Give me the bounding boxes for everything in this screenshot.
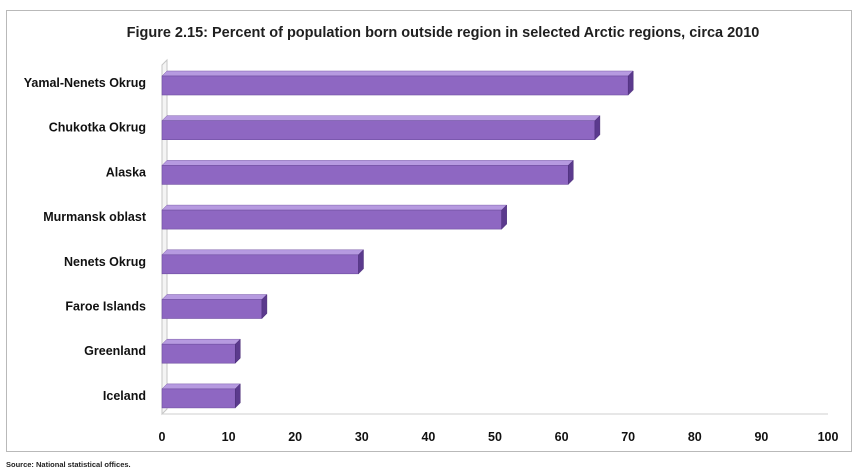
- bar-alaska: [161, 159, 574, 186]
- bar-side-face: [261, 293, 268, 320]
- bar-murmansk-oblast: [161, 204, 508, 230]
- chart-title: Figure 2.15: Percent of population born …: [127, 25, 760, 41]
- bar-front-face: [161, 209, 502, 230]
- bar-side-face: [568, 159, 574, 186]
- bar-side-face: [627, 70, 634, 96]
- source-note: Source: National statistical offices.: [6, 460, 131, 469]
- x-tick-label: 50: [488, 430, 502, 444]
- bar-chukotka-okrug: [161, 115, 601, 141]
- bar-iceland: [161, 383, 241, 409]
- category-label: Alaska: [106, 165, 147, 179]
- x-tick-label: 90: [754, 430, 768, 444]
- bar-top-face: [161, 204, 508, 211]
- bar-side-face: [594, 115, 601, 141]
- bar-front-face: [161, 75, 629, 96]
- bar-front-face: [161, 120, 596, 140]
- bar-front-face: [161, 254, 359, 275]
- x-tick-label: 20: [288, 430, 302, 444]
- x-tick-label: 60: [555, 430, 569, 444]
- bar-side-face: [235, 383, 241, 409]
- bar-side-face: [358, 249, 364, 275]
- bar-side-face: [235, 338, 241, 364]
- x-axis: 0 10 20 30 40 50 60 70 80 90 100: [159, 430, 839, 444]
- bar-front-face: [161, 299, 263, 319]
- category-labels: Yamal-Nenets Okrug Chukotka Okrug Alaska Mu…: [24, 76, 147, 403]
- category-label: Chukotka Okrug: [49, 121, 146, 135]
- bar-yamal-nenets-okrug: [161, 70, 634, 96]
- bar-top-face: [161, 249, 365, 256]
- category-label: Iceland: [103, 389, 146, 403]
- category-label: Faroe Islands: [65, 300, 146, 314]
- bar-front-face: [161, 388, 236, 409]
- bar-top-face: [161, 383, 241, 390]
- x-tick-label: 70: [621, 430, 635, 444]
- category-label: Yamal-Nenets Okrug: [24, 76, 146, 90]
- plot-wall: [161, 58, 828, 416]
- plot-side-wall: [161, 58, 168, 416]
- bar-faroe-islands: [161, 293, 268, 320]
- bar-side-face: [501, 204, 507, 230]
- x-tick-label: 80: [688, 430, 702, 444]
- x-tick-label: 40: [421, 430, 435, 444]
- bar-greenland: [161, 338, 241, 364]
- bar-front-face: [161, 165, 569, 185]
- x-tick-label: 0: [159, 430, 166, 444]
- category-label: Greenland: [84, 344, 146, 358]
- x-tick-label: 100: [818, 430, 839, 444]
- bar-nenets-okrug: [161, 249, 365, 275]
- category-label: Murmansk oblast: [43, 210, 147, 224]
- bar-top-face: [161, 294, 268, 300]
- bar-front-face: [161, 343, 236, 364]
- x-tick-label: 30: [355, 430, 369, 444]
- bar-top-face: [161, 115, 601, 121]
- bar-top-face: [161, 70, 634, 77]
- bars-layer: [161, 70, 634, 409]
- category-label: Nenets Okrug: [64, 255, 146, 269]
- bar-top-face: [161, 160, 574, 166]
- x-tick-label: 10: [222, 430, 236, 444]
- bar-top-face: [161, 338, 241, 345]
